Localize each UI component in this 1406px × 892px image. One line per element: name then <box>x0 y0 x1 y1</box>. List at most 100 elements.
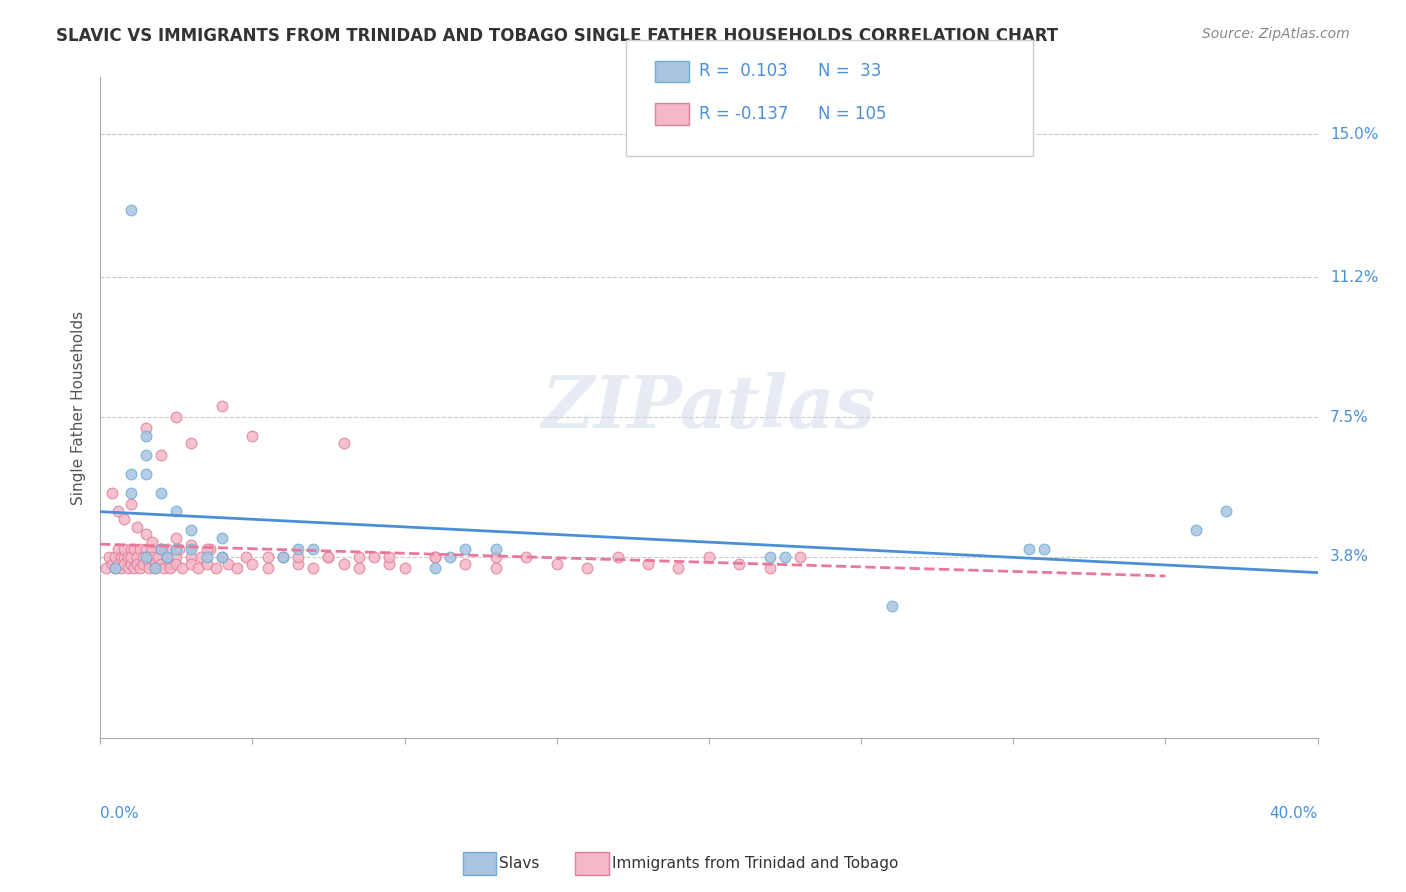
Point <box>104 561 127 575</box>
Point <box>789 549 811 564</box>
Point <box>159 558 181 572</box>
Point <box>485 542 508 557</box>
Text: 15.0%: 15.0% <box>1330 127 1378 142</box>
Text: 11.2%: 11.2% <box>1330 270 1378 285</box>
Point <box>114 512 136 526</box>
Point <box>132 549 155 564</box>
Point <box>141 542 163 557</box>
Point <box>226 561 249 575</box>
Point <box>135 542 157 557</box>
Point <box>128 561 150 575</box>
Text: Immigrants from Trinidad and Tobago: Immigrants from Trinidad and Tobago <box>612 856 898 871</box>
Point <box>101 558 124 572</box>
Point <box>195 542 218 557</box>
Text: N = 105: N = 105 <box>818 105 887 123</box>
Point <box>758 561 780 575</box>
Point <box>302 561 325 575</box>
Point <box>180 538 202 552</box>
Point <box>98 549 121 564</box>
Point <box>143 558 166 572</box>
Point <box>287 549 309 564</box>
Point <box>211 531 233 545</box>
Point <box>1018 542 1040 557</box>
Point <box>125 558 148 572</box>
Point <box>156 549 179 564</box>
Point <box>423 549 446 564</box>
Point <box>120 497 142 511</box>
Point <box>204 561 226 575</box>
Point <box>150 485 173 500</box>
Point <box>454 542 477 557</box>
Point <box>120 202 142 217</box>
Point <box>165 558 187 572</box>
Point <box>198 542 221 557</box>
Point <box>150 542 173 557</box>
Text: 0.0%: 0.0% <box>100 805 139 821</box>
Point <box>117 561 139 575</box>
Point <box>120 485 142 500</box>
Point <box>110 561 132 575</box>
Point <box>240 429 263 443</box>
Point <box>150 448 173 462</box>
Point <box>165 542 187 557</box>
Point <box>186 561 208 575</box>
Point <box>146 549 169 564</box>
Point <box>318 549 340 564</box>
Point <box>135 467 157 481</box>
Point <box>114 542 136 557</box>
Text: SLAVIC VS IMMIGRANTS FROM TRINIDAD AND TOBAGO SINGLE FATHER HOUSEHOLDS CORRELATI: SLAVIC VS IMMIGRANTS FROM TRINIDAD AND T… <box>56 27 1059 45</box>
Point <box>150 542 173 557</box>
Point <box>165 531 187 545</box>
Point <box>128 542 150 557</box>
Point <box>165 410 187 425</box>
Point <box>122 542 145 557</box>
Point <box>378 549 401 564</box>
Point <box>180 436 202 450</box>
Point <box>515 549 537 564</box>
Point <box>165 549 187 564</box>
Point <box>135 549 157 564</box>
Point <box>117 549 139 564</box>
Point <box>347 549 370 564</box>
Text: R =  0.103: R = 0.103 <box>699 62 787 80</box>
Text: Slavs: Slavs <box>499 856 540 871</box>
Point <box>107 542 129 557</box>
Point <box>758 549 780 564</box>
Point <box>101 485 124 500</box>
Point <box>423 561 446 575</box>
Point <box>138 561 160 575</box>
Point <box>211 549 233 564</box>
Point <box>546 558 568 572</box>
Point <box>180 523 202 537</box>
Point <box>180 558 202 572</box>
Point <box>104 561 127 575</box>
Point <box>195 549 218 564</box>
Point <box>135 421 157 435</box>
Point <box>332 558 354 572</box>
Y-axis label: Single Father Households: Single Father Households <box>72 310 86 505</box>
Point <box>256 561 278 575</box>
Point <box>454 558 477 572</box>
Point <box>195 558 218 572</box>
Point <box>125 549 148 564</box>
Text: Source: ZipAtlas.com: Source: ZipAtlas.com <box>1202 27 1350 41</box>
Point <box>728 558 751 572</box>
Text: 40.0%: 40.0% <box>1270 805 1317 821</box>
Point <box>169 542 191 557</box>
Text: 3.8%: 3.8% <box>1330 549 1368 565</box>
Point <box>114 549 136 564</box>
Point <box>135 549 157 564</box>
Point <box>271 549 294 564</box>
Point <box>880 599 903 613</box>
Point <box>132 558 155 572</box>
Point <box>96 561 118 575</box>
Point <box>363 549 385 564</box>
Point <box>697 549 720 564</box>
Point <box>141 534 163 549</box>
Point <box>423 549 446 564</box>
Point <box>135 527 157 541</box>
Point <box>576 561 599 575</box>
Point <box>141 549 163 564</box>
Point <box>120 467 142 481</box>
Point <box>107 504 129 518</box>
